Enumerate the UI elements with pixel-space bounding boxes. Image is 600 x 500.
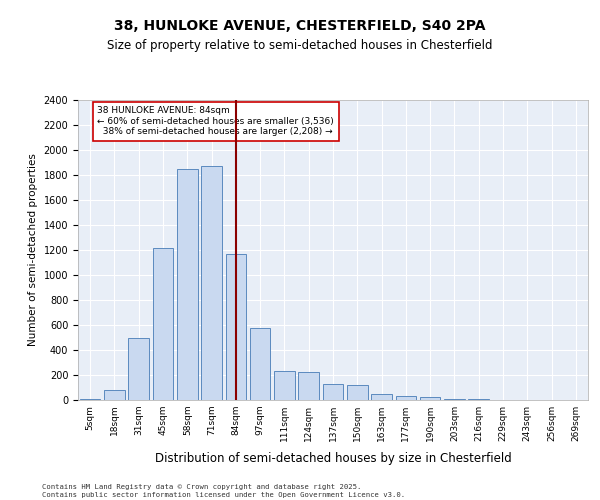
Bar <box>323 384 343 400</box>
X-axis label: Distribution of semi-detached houses by size in Chesterfield: Distribution of semi-detached houses by … <box>155 452 511 466</box>
Text: 38, HUNLOKE AVENUE, CHESTERFIELD, S40 2PA: 38, HUNLOKE AVENUE, CHESTERFIELD, S40 2P… <box>114 18 486 32</box>
Bar <box>128 338 149 400</box>
Bar <box>80 399 100 400</box>
Y-axis label: Number of semi-detached properties: Number of semi-detached properties <box>28 154 38 346</box>
Bar <box>177 169 197 400</box>
Text: Size of property relative to semi-detached houses in Chesterfield: Size of property relative to semi-detach… <box>107 40 493 52</box>
Bar <box>347 385 368 400</box>
Bar <box>226 254 246 400</box>
Bar <box>420 397 440 400</box>
Text: 38 HUNLOKE AVENUE: 84sqm
← 60% of semi-detached houses are smaller (3,536)
  38%: 38 HUNLOKE AVENUE: 84sqm ← 60% of semi-d… <box>97 106 334 136</box>
Text: Contains HM Land Registry data © Crown copyright and database right 2025.
Contai: Contains HM Land Registry data © Crown c… <box>42 484 405 498</box>
Bar <box>201 166 222 400</box>
Bar <box>250 328 271 400</box>
Bar <box>444 399 465 400</box>
Bar <box>104 390 125 400</box>
Bar <box>395 396 416 400</box>
Bar <box>298 372 319 400</box>
Bar <box>274 371 295 400</box>
Bar <box>152 248 173 400</box>
Bar <box>371 394 392 400</box>
